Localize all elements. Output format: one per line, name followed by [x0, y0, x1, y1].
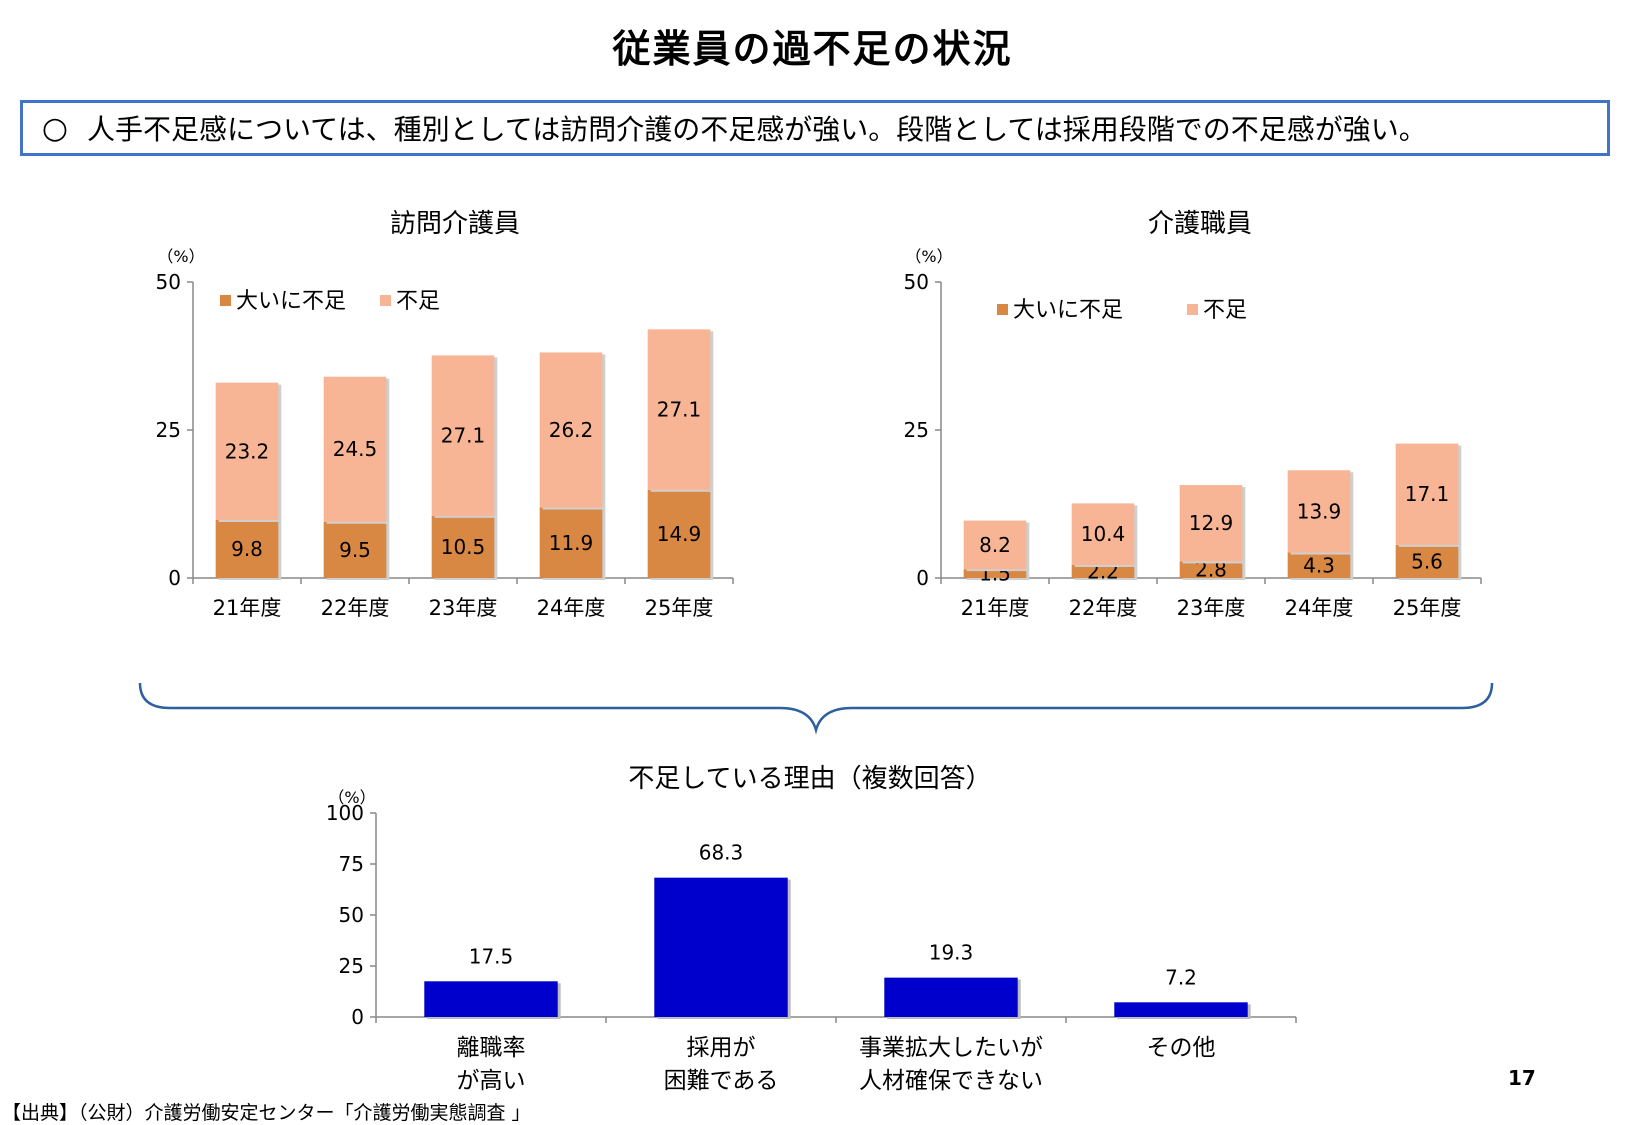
data-label: 9.5: [339, 538, 371, 562]
page-number: 17: [1508, 1066, 1536, 1090]
y-unit-label: （%）: [328, 788, 375, 807]
y-unit-label: （%）: [905, 247, 952, 266]
bar-segment: [1395, 443, 1459, 545]
x-tick-label: 事業拡大したいが: [859, 1035, 1043, 1061]
data-label: 27.1: [657, 398, 702, 422]
data-label: 9.8: [231, 537, 263, 561]
y-tick-label: 75: [339, 852, 364, 876]
x-tick-label: 採用が: [687, 1035, 756, 1061]
data-label: 24.5: [333, 437, 378, 461]
bar-segment: [1179, 485, 1243, 562]
bar-segment: [539, 352, 603, 508]
x-tick-label: 25年度: [1393, 596, 1462, 620]
legend-label: 不足: [396, 289, 440, 314]
bar-segment: [431, 355, 495, 516]
data-label: 27.1: [441, 424, 486, 448]
bar: [884, 977, 1018, 1017]
legend-label: 不足: [1203, 298, 1247, 323]
y-tick-label: 25: [339, 954, 364, 978]
data-label: 10.4: [1081, 522, 1126, 546]
y-tick-label: 25: [156, 418, 181, 442]
circle-bullet-icon: ○: [41, 110, 69, 146]
bar-segment: [215, 519, 279, 578]
data-label: 10.5: [441, 535, 486, 559]
legend-swatch: [380, 295, 391, 306]
chart-title-home-care: 訪問介護員: [389, 209, 520, 239]
bar-segment: [963, 569, 1027, 578]
bar: [424, 981, 558, 1017]
summary-box: ○ 人手不足感については、種別としては訪問介護の不足感が強い。段階としては採用段…: [20, 100, 1610, 156]
x-tick-label: 25年度: [645, 596, 714, 620]
x-tick-label: 23年度: [429, 596, 498, 620]
bar-segment: [1287, 470, 1351, 553]
bar-segment: [323, 521, 387, 578]
bar-segment: [963, 520, 1027, 570]
y-tick-label: 50: [156, 270, 181, 294]
y-tick-label: 25: [904, 418, 929, 442]
footer-source: 【出典】（公財）介護労働安定センター「介護労働実態調査 」: [2, 1102, 531, 1124]
y-tick-label: 50: [339, 903, 364, 927]
bar-segment: [647, 329, 711, 490]
bar-segment: [1395, 544, 1459, 578]
bar-segment: [215, 382, 279, 520]
bar-segment: [323, 376, 387, 522]
y-unit-label: （%）: [157, 247, 204, 266]
legend-swatch: [220, 295, 231, 306]
chart-title-care-staff: 介護職員: [1147, 209, 1252, 239]
x-tick-label: 離職率: [457, 1035, 526, 1061]
summary-text: 人手不足感については、種別としては訪問介護の不足感が強い。段階としては採用段階で…: [87, 113, 1427, 146]
data-label: 7.2: [1165, 965, 1197, 989]
legend-label: 大いに不足: [236, 289, 346, 314]
legend-swatch: [1187, 304, 1198, 315]
data-label: 23.2: [225, 439, 270, 463]
page-title: 従業員の過不足の状況: [612, 27, 1013, 71]
chart-title-reasons: 不足している理由（複数回答）: [628, 764, 992, 794]
data-label: 19.3: [929, 941, 974, 965]
bar-segment: [1071, 503, 1135, 565]
bar: [1114, 1002, 1248, 1017]
legend-label: 大いに不足: [1013, 298, 1123, 323]
data-label: 4.3: [1303, 553, 1335, 577]
y-tick-label: 0: [168, 566, 181, 590]
bar: [654, 877, 788, 1017]
data-label: 5.6: [1411, 549, 1443, 573]
bar-segment: [539, 507, 603, 578]
x-tick-label: 24年度: [537, 596, 606, 620]
y-tick-label: 0: [351, 1005, 364, 1029]
x-tick-label: 21年度: [213, 596, 282, 620]
x-tick-label: 24年度: [1285, 596, 1354, 620]
x-tick-label: その他: [1147, 1035, 1216, 1061]
x-tick-label: 22年度: [1069, 596, 1138, 620]
x-tick-label: 21年度: [961, 596, 1030, 620]
legend-swatch: [997, 304, 1008, 315]
data-label: 12.9: [1189, 511, 1234, 535]
x-tick-label: が高い: [457, 1068, 526, 1094]
bar-segment: [647, 489, 711, 578]
bar-segment: [1287, 552, 1351, 578]
y-tick-label: 0: [916, 566, 929, 590]
data-label: 17.1: [1405, 482, 1450, 506]
x-tick-label: 人材確保できない: [859, 1068, 1043, 1094]
x-tick-label: 困難である: [664, 1068, 779, 1094]
y-tick-label: 50: [904, 270, 929, 294]
y-tick-label: 100: [326, 801, 364, 825]
bar-segment: [431, 515, 495, 578]
data-label: 17.5: [469, 944, 514, 968]
bar-segment: [1179, 561, 1243, 578]
x-tick-label: 23年度: [1177, 596, 1246, 620]
data-label: 8.2: [979, 533, 1011, 557]
data-label: 14.9: [657, 522, 702, 546]
bar-segment: [1071, 564, 1135, 578]
data-label: 68.3: [699, 841, 744, 865]
data-label: 13.9: [1297, 499, 1342, 523]
data-label: 26.2: [549, 418, 594, 442]
data-label: 11.9: [549, 531, 594, 555]
x-tick-label: 22年度: [321, 596, 390, 620]
grouping-brace: [138, 682, 1494, 735]
